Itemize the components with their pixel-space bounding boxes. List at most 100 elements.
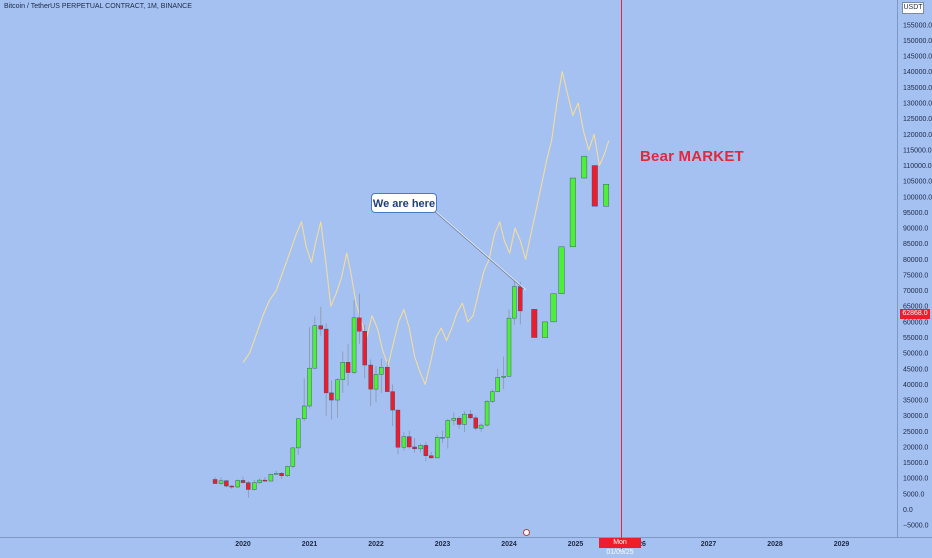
candle-body	[351, 317, 357, 373]
y-tick-label: 140000.0	[903, 69, 932, 76]
y-tick-label: 80000.0	[903, 257, 928, 264]
candle-body	[407, 436, 412, 448]
candle	[484, 400, 490, 427]
x-tick-label: 26	[638, 541, 646, 548]
y-tick-label: 75000.0	[903, 272, 928, 279]
candle	[290, 447, 296, 469]
symbol-header: Bitcoin / TetherUS PERPETUAL CONTRACT, 1…	[4, 3, 192, 10]
candle	[395, 409, 401, 455]
candle-body	[581, 155, 588, 179]
candle-body	[340, 362, 345, 380]
candle-body	[495, 377, 500, 392]
candle-body	[412, 446, 417, 450]
candle	[362, 325, 367, 379]
candle	[550, 293, 557, 323]
candle	[318, 306, 324, 336]
y-tick-label: 35000.0	[903, 398, 928, 405]
y-tick-label: 30000.0	[903, 413, 928, 420]
x-axis-ticks: 2020 2021 2022 2023 2024 2025 26 2027 2028 2029	[235, 541, 849, 548]
candle	[456, 416, 462, 429]
x-tick-label: 2027	[701, 541, 717, 548]
marker-date-tag: Mon 01/09/25	[599, 538, 641, 556]
candle	[279, 471, 284, 479]
y-tick-label: 5000.0	[903, 491, 925, 498]
candle	[473, 415, 478, 431]
y-tick-label: 50000.0	[903, 351, 928, 358]
y-tick-label: 20000.0	[903, 444, 928, 451]
candle-body	[379, 367, 384, 375]
candle	[307, 327, 312, 409]
candle	[541, 321, 548, 338]
candle	[451, 412, 457, 426]
candle	[569, 177, 576, 248]
candle	[240, 476, 246, 483]
candle	[295, 417, 301, 455]
candle-body	[257, 479, 262, 483]
candle-body	[235, 480, 240, 488]
candle-body	[518, 286, 523, 312]
x-tick-label: 2020	[235, 541, 251, 548]
candles-layer	[212, 155, 610, 498]
candle	[603, 184, 610, 207]
x-tick-label: 2022	[368, 541, 384, 548]
y-tick-label: 45000.0	[903, 366, 928, 373]
candle-body	[368, 364, 373, 390]
candle-body	[279, 473, 284, 476]
candle-body	[468, 413, 473, 419]
y-tick-label: 145000.0	[903, 54, 932, 61]
candle-body	[506, 317, 512, 377]
currency-selector[interactable]: USDT	[902, 2, 924, 14]
current-price-tag: 62868.0	[900, 309, 930, 319]
candle-body	[434, 437, 440, 459]
y-tick-label: 100000.0	[903, 194, 932, 201]
bear-market-label: Bear MARKET	[640, 148, 744, 165]
candle-body	[285, 466, 290, 476]
candle-body	[290, 447, 296, 467]
candle	[558, 246, 565, 294]
we-are-here-callout: We are here	[371, 193, 437, 213]
candle	[390, 384, 395, 427]
y-tick-label: 115000.0	[903, 147, 932, 154]
candle-body	[323, 328, 329, 394]
candle	[274, 470, 279, 475]
candle	[252, 479, 257, 491]
candle	[412, 438, 417, 453]
candle	[218, 477, 224, 486]
callout-pointer	[431, 208, 525, 290]
candle-body	[246, 482, 251, 490]
y-tick-label: 60000.0	[903, 319, 928, 326]
candle-body	[445, 420, 451, 438]
candle	[340, 351, 345, 393]
candle-body	[357, 317, 362, 332]
candle	[434, 434, 440, 459]
candle	[345, 344, 351, 386]
y-tick-label: 15000.0	[903, 460, 928, 467]
x-tick-label: 2029	[834, 541, 850, 548]
candle-body	[385, 367, 390, 392]
y-tick-label: 130000.0	[903, 100, 932, 107]
y-tick-label: 70000.0	[903, 288, 928, 295]
candle-body	[329, 392, 334, 401]
candle-body	[501, 376, 506, 378]
candle-body	[224, 480, 229, 487]
candle	[224, 479, 229, 488]
candle-body	[362, 331, 367, 366]
candle	[506, 309, 512, 377]
candle	[531, 309, 538, 338]
clock-icon[interactable]	[523, 529, 530, 536]
candle-body	[268, 473, 274, 482]
x-tick-label: 2024	[501, 541, 517, 548]
x-tick-label: 2025	[568, 541, 584, 548]
candle-body	[541, 321, 548, 338]
y-tick-label: 125000.0	[903, 116, 932, 123]
y-tick-label: 150000.0	[903, 38, 932, 45]
candle-body	[451, 417, 457, 421]
candle-body	[252, 482, 257, 490]
candle	[268, 473, 274, 482]
candle	[229, 485, 234, 489]
x-tick-label: 2023	[435, 541, 451, 548]
candle	[351, 300, 357, 375]
candle-body	[591, 165, 598, 207]
